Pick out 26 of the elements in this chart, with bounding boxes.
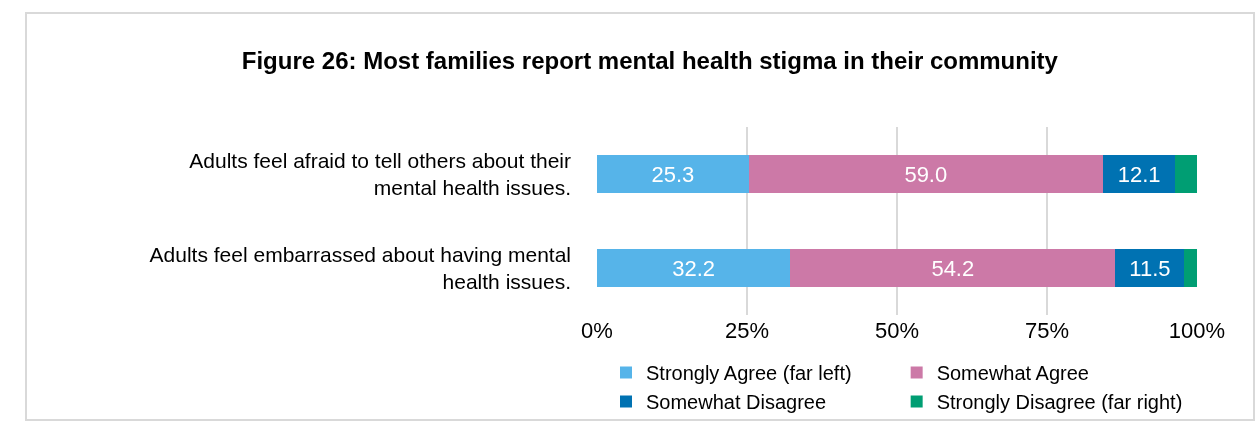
legend-label: Somewhat Disagree [646, 391, 827, 414]
x-tick-label: 25% [724, 318, 770, 343]
bar [748, 155, 1103, 193]
bar [597, 249, 791, 287]
data-label: 12.1 [1117, 161, 1161, 187]
legend-label: Strongly Disagree (far right) [936, 391, 1183, 414]
y-tick-label: Adults feel afraid to tell others about their mental health issues. [189, 148, 571, 199]
data-label: 32.2 [672, 255, 716, 281]
legend-label: Somewhat Agree [936, 362, 1089, 385]
chart-title: Figure 26: Most families report mental health stigma in their community [241, 47, 1059, 75]
bar [1102, 155, 1176, 193]
bar [1115, 249, 1185, 287]
legend-label: Strongly Agree (far left) [646, 362, 852, 385]
x-tick-label: 75% [1024, 318, 1070, 343]
bar [1184, 249, 1197, 287]
bar [597, 155, 749, 193]
x-tick-label: 0% [581, 318, 613, 343]
data-label: 59.0 [904, 161, 948, 187]
x-tick-label: 100% [1168, 318, 1226, 343]
data-label: 25.3 [651, 161, 695, 187]
data-label: 54.2 [931, 255, 975, 281]
x-tick-label: 50% [874, 318, 920, 343]
bar [790, 249, 1116, 287]
bar [1175, 155, 1197, 193]
y-tick-label: Adults feel embarrassed about having mental health issues. [149, 242, 571, 293]
data-label: 11.5 [1129, 255, 1171, 281]
